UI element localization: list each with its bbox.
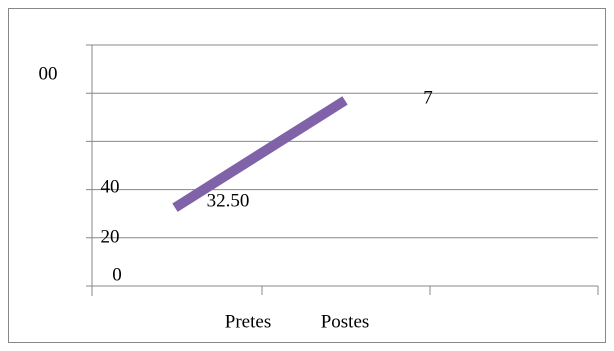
- annotation: 7: [423, 87, 433, 108]
- y-tick-label: 20: [101, 226, 120, 247]
- y-tick-label: 0: [112, 264, 122, 285]
- y-tick-label: 00: [39, 63, 58, 84]
- x-tick-label: Postes: [321, 311, 370, 332]
- data-label: 32.50: [207, 190, 250, 211]
- x-tick-label: Pretes: [225, 311, 271, 332]
- data-line: [172, 96, 348, 212]
- y-tick-label: 40: [101, 176, 120, 197]
- chart-frame: [8, 8, 606, 343]
